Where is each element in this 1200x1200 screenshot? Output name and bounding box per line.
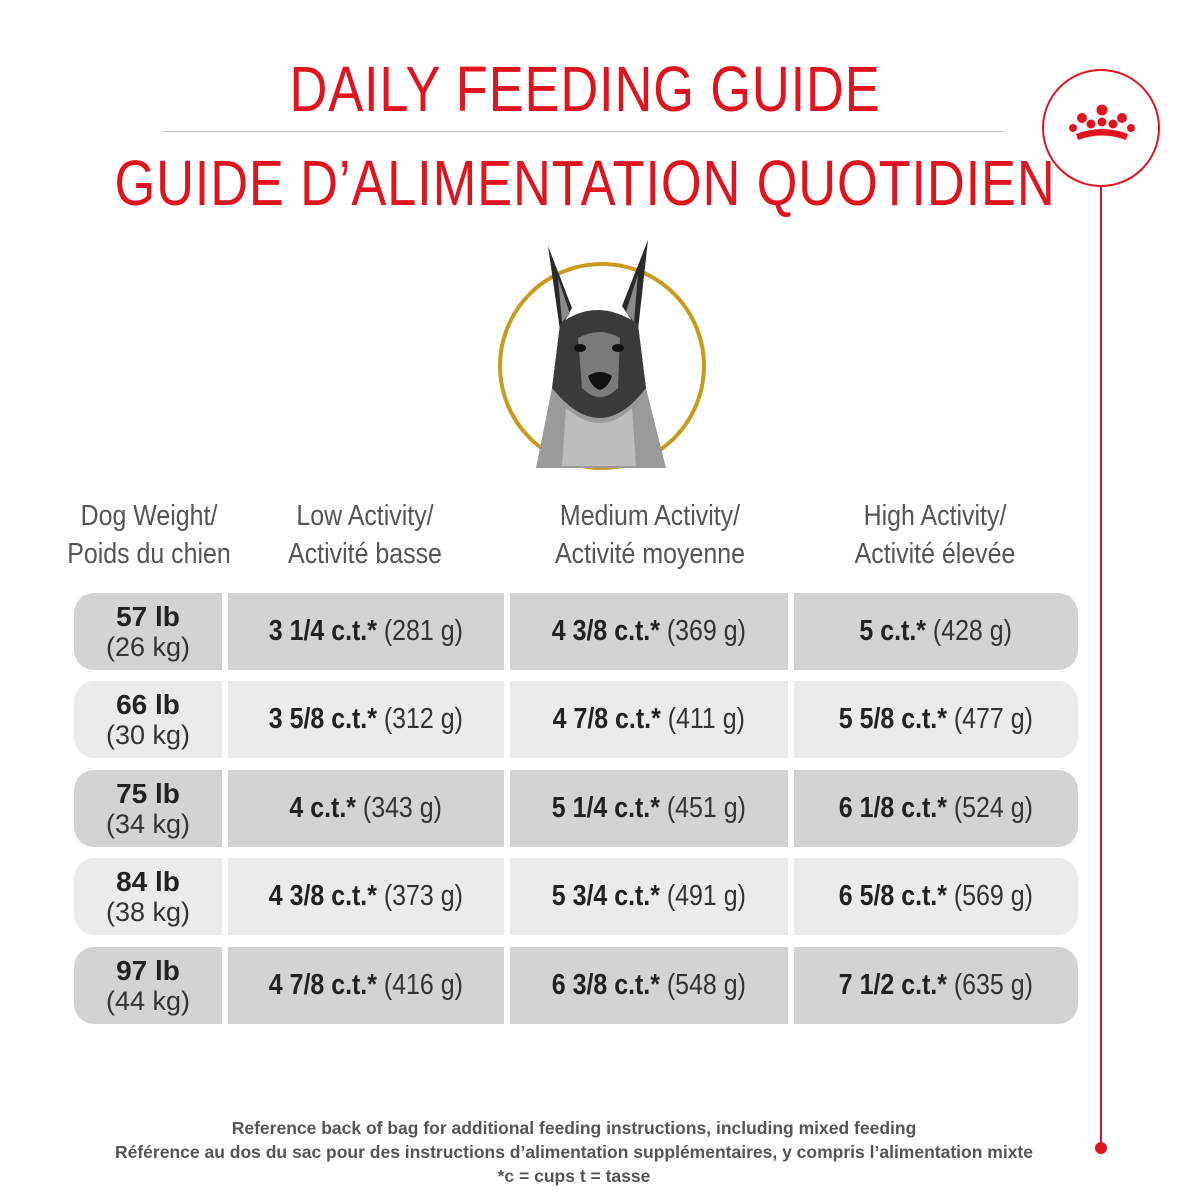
medium-activity-cell: 4 7/8 c.t.* (411 g) (510, 681, 788, 758)
header-low-activity: Low Activity/Activité basse (288, 500, 442, 570)
high-cups: 7 1/2 c.t.* (838, 969, 948, 1001)
medium-grams: (369 g) (667, 615, 747, 647)
weight-lb: 75 lb (116, 777, 180, 809)
low-grams: (373 g) (384, 880, 464, 912)
column-separator (504, 947, 510, 1024)
weight-kg: (34 kg) (105, 808, 191, 839)
table-row: 66 lb (30 kg) 3 5/8 c.t.* (312 g) 4 7/8 c.t… (74, 681, 1078, 758)
header-high-activity: High Activity/Activité élevée (854, 500, 1016, 570)
title-english: DAILY FEEDING GUIDE (289, 53, 881, 125)
low-activity-cell: 4 7/8 c.t.* (416 g) (228, 947, 504, 1024)
weight-cell: 84 lb (38 kg) (74, 858, 222, 935)
column-separator (222, 770, 228, 847)
weight-kg: (44 kg) (105, 985, 191, 1016)
low-grams: (343 g) (363, 792, 443, 824)
high-grams: (635 g) (954, 969, 1034, 1001)
low-activity-cell: 3 5/8 c.t.* (312 g) (228, 681, 504, 758)
column-separator (222, 947, 228, 1024)
high-grams: (524 g) (954, 792, 1034, 824)
title-divider (162, 131, 1004, 132)
low-grams: (312 g) (384, 703, 464, 735)
high-activity-cell: 7 1/2 c.t.* (635 g) (794, 947, 1078, 1024)
high-activity-cell: 6 5/8 c.t.* (569 g) (794, 858, 1078, 935)
column-separator (788, 858, 794, 935)
low-cups: 3 5/8 c.t.* (268, 703, 378, 735)
column-separator (504, 593, 510, 670)
low-cups: 4 3/8 c.t.* (268, 880, 378, 912)
high-cups: 5 5/8 c.t.* (838, 703, 948, 735)
weight-lb: 84 lb (116, 865, 180, 897)
weight-kg: (26 kg) (105, 631, 191, 662)
medium-cups: 5 3/4 c.t.* (551, 880, 661, 912)
title-french: GUIDE D’ALIMENTATION QUOTIDIEN (114, 147, 1056, 219)
weight-kg: (30 kg) (105, 719, 191, 750)
low-cups: 4 c.t.* (289, 792, 357, 824)
high-grams: (477 g) (954, 703, 1034, 735)
weight-cell: 97 lb (44 kg) (74, 947, 222, 1024)
low-cups: 3 1/4 c.t.* (268, 615, 378, 647)
weight-cell: 57 lb (26 kg) (74, 593, 222, 670)
medium-grams: (451 g) (667, 792, 747, 824)
medium-grams: (491 g) (667, 880, 747, 912)
column-separator (222, 858, 228, 935)
crown-icon (1069, 104, 1135, 140)
high-cups: 6 1/8 c.t.* (838, 792, 948, 824)
weight-cell: 75 lb (34 kg) (74, 770, 222, 847)
table-row: 75 lb (34 kg) 4 c.t.* (343 g) 5 1/4 c.t.* (… (74, 770, 1078, 847)
medium-grams: (411 g) (667, 703, 746, 735)
medium-cups: 5 1/4 c.t.* (551, 792, 661, 824)
column-separator (222, 681, 228, 758)
low-activity-cell: 3 1/4 c.t.* (281 g) (228, 593, 504, 670)
low-cups: 4 7/8 c.t.* (268, 969, 378, 1001)
weight-lb: 66 lb (116, 688, 180, 720)
weight-kg: (38 kg) (105, 896, 191, 927)
high-activity-cell: 5 c.t.* (428 g) (794, 593, 1078, 670)
column-separator (504, 770, 510, 847)
medium-cups: 4 7/8 c.t.* (552, 703, 662, 735)
high-cups: 6 5/8 c.t.* (838, 880, 948, 912)
column-separator (788, 593, 794, 670)
high-grams: (569 g) (954, 880, 1034, 912)
footer-note-fr: Référence au dos du sac pour des instruc… (114, 1142, 1033, 1162)
table-row: 84 lb (38 kg) 4 3/8 c.t.* (373 g) 5 3/4 c.t… (74, 858, 1078, 935)
high-grams: (428 g) (933, 615, 1013, 647)
medium-cups: 4 3/8 c.t.* (551, 615, 661, 647)
brand-logo-dot (1095, 1142, 1107, 1154)
high-cups: 5 c.t.* (859, 615, 927, 647)
high-activity-cell: 5 5/8 c.t.* (477 g) (794, 681, 1078, 758)
medium-grams: (548 g) (667, 969, 747, 1001)
weight-lb: 57 lb (116, 600, 180, 632)
footer-legend: *c = cups t = tasse (497, 1166, 651, 1186)
medium-activity-cell: 5 3/4 c.t.* (491 g) (510, 858, 788, 935)
low-activity-cell: 4 c.t.* (343 g) (228, 770, 504, 847)
low-grams: (416 g) (384, 969, 464, 1001)
column-separator (788, 770, 794, 847)
medium-activity-cell: 5 1/4 c.t.* (451 g) (510, 770, 788, 847)
brand-logo-line (1100, 187, 1102, 1147)
low-activity-cell: 4 3/8 c.t.* (373 g) (228, 858, 504, 935)
weight-cell: 66 lb (30 kg) (74, 681, 222, 758)
medium-cups: 6 3/8 c.t.* (551, 969, 661, 1001)
column-separator (222, 593, 228, 670)
column-separator (504, 858, 510, 935)
table-row: 97 lb (44 kg) 4 7/8 c.t.* (416 g) 6 3/8 c.t… (74, 947, 1078, 1024)
brand-logo-circle (1042, 69, 1160, 187)
footer-note-en: Reference back of bag for additional fee… (231, 1118, 917, 1138)
medium-activity-cell: 4 3/8 c.t.* (369 g) (510, 593, 788, 670)
weight-lb: 97 lb (116, 954, 180, 986)
medium-activity-cell: 6 3/8 c.t.* (548 g) (510, 947, 788, 1024)
column-separator (788, 681, 794, 758)
dog-portrait-image (498, 240, 706, 470)
table-row: 57 lb (26 kg) 3 1/4 c.t.* (281 g) 4 3/8 c.t… (74, 593, 1078, 670)
header-medium-activity: Medium Activity/Activité moyenne (555, 500, 745, 570)
low-grams: (281 g) (384, 615, 464, 647)
header-weight: Dog Weight/Poids du chien (67, 500, 231, 570)
column-separator (788, 947, 794, 1024)
column-separator (504, 681, 510, 758)
high-activity-cell: 6 1/8 c.t.* (524 g) (794, 770, 1078, 847)
